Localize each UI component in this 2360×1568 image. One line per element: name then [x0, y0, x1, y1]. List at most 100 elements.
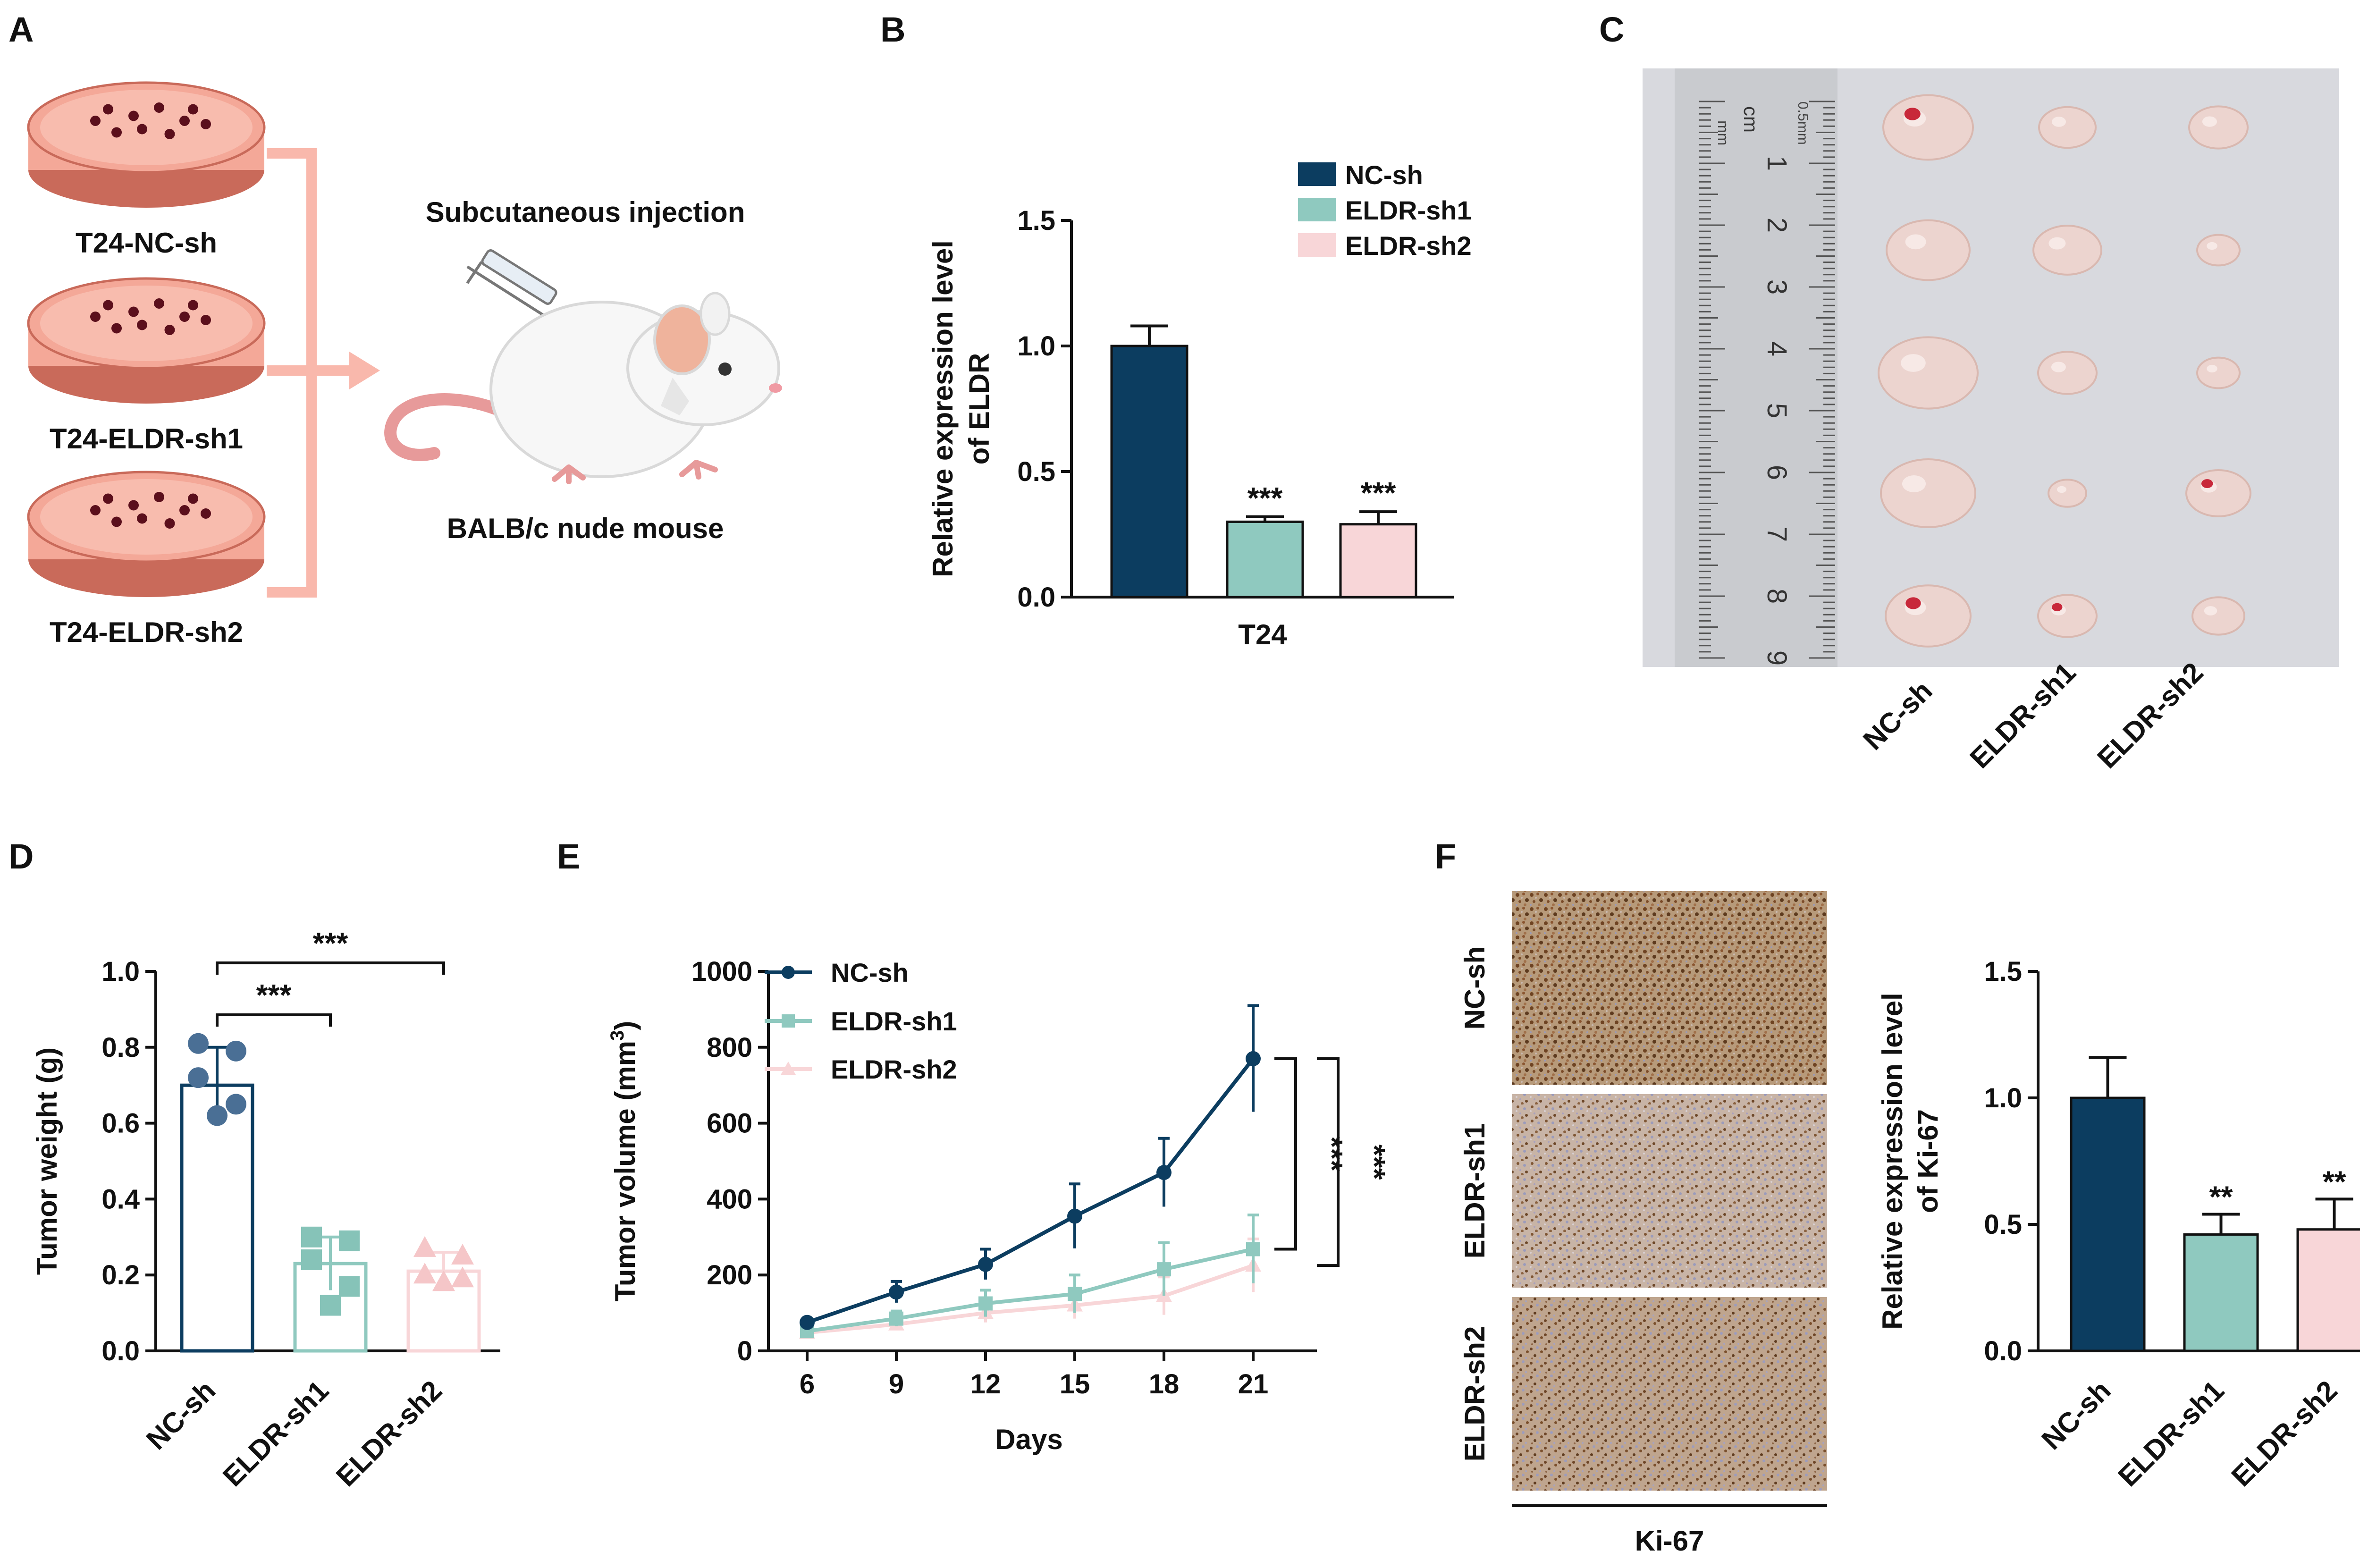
- tumor-sample: [2185, 469, 2251, 517]
- data-point: [301, 1226, 322, 1248]
- y-axis-label: Tumor volume (mm3): [607, 1021, 641, 1302]
- data-point: [1246, 1051, 1261, 1066]
- tumor-body: [2196, 356, 2241, 389]
- legend-marker: [782, 1014, 795, 1028]
- x-tick-label: 9: [889, 1369, 904, 1399]
- tumor-column-label-eldr-sh2: ELDR-sh2: [2091, 656, 2209, 774]
- tumor-sample: [2196, 356, 2241, 389]
- cell-colony-dot: [188, 300, 198, 311]
- arrow-head-icon: [349, 352, 380, 389]
- tumor-body: [1885, 584, 1972, 648]
- x-axis-label: T24: [1238, 619, 1287, 650]
- ruler-number: 1: [1762, 156, 1792, 171]
- tumor-sample: [2037, 594, 2098, 638]
- data-point: [451, 1266, 474, 1288]
- cell-colony-dot: [90, 116, 101, 126]
- comparison-bracket: [1317, 1057, 1340, 1267]
- significance-label: ***: [1361, 476, 1396, 510]
- dish-label: T24-ELDR-sh2: [50, 616, 243, 648]
- cell-colony-dot: [137, 320, 147, 330]
- panel-label-e: E: [557, 837, 580, 876]
- cell-colony-dot: [90, 505, 101, 515]
- comparison-bracket: [1274, 1057, 1297, 1251]
- nude-mouse-icon: [384, 292, 782, 484]
- panel-b: B 0.0 0.5 1.0 1.5 *** *** T24 Relative expressi…: [880, 10, 1472, 650]
- chart-e: 0 200 400 600 800 1000 6 9 12 15 18 21 NC-sh ELDR-sh1…: [607, 956, 1391, 1455]
- petri-dish-t24-eldr-sh1: T24-ELDR-sh1: [27, 277, 266, 455]
- data-point: [1157, 1262, 1171, 1277]
- panel-label-f: F: [1435, 837, 1456, 876]
- x-tick-label: ELDR-sh2: [330, 1374, 448, 1492]
- tumor-body: [2038, 106, 2097, 149]
- tumor-blood-spot: [1904, 108, 1921, 120]
- legend-label-eldr-sh1: ELDR-sh1: [1345, 195, 1472, 225]
- panel-label-c: C: [1599, 10, 1624, 49]
- y-tick-label: 200: [707, 1260, 752, 1290]
- ruler-right-tag: 0.5mm: [1795, 101, 1811, 145]
- data-point: [226, 1094, 246, 1115]
- tumor-body: [1886, 219, 1971, 281]
- tumor-sample: [1880, 458, 1976, 528]
- cell-colony-dot: [154, 492, 164, 502]
- tumor-sample: [2188, 105, 2249, 150]
- ruler-number: 6: [1762, 465, 1792, 480]
- legend-label-eldr-sh1: ELDR-sh1: [831, 1006, 957, 1036]
- cell-colony-dot: [128, 306, 139, 317]
- legend-swatch-eldr-sh1: [1298, 198, 1336, 221]
- y-axis-label: Tumor weight (g): [31, 1047, 63, 1275]
- data-point: [1246, 1242, 1260, 1256]
- tumor-blood-spot: [1905, 597, 1921, 609]
- x-tick-label: ELDR-sh1: [2112, 1374, 2230, 1492]
- tumor-body: [1878, 336, 1979, 410]
- y-tick-label: 1.0: [1017, 331, 1055, 362]
- tumor-highlight: [1902, 475, 1926, 492]
- bar-eldr-sh2: [1339, 523, 1417, 599]
- y-tick-label: 0.2: [101, 1260, 140, 1290]
- significance-label: ***: [1357, 1145, 1391, 1180]
- x-tick-label: 21: [1238, 1369, 1269, 1399]
- tumor-body: [2191, 596, 2245, 636]
- x-tick-label: 6: [800, 1369, 815, 1399]
- ihc-image-eldr-sh2: [1512, 1297, 1827, 1491]
- x-tick-label: 12: [970, 1369, 1001, 1399]
- tumor-sample: [2037, 351, 2098, 395]
- tumor-highlight: [2052, 117, 2066, 127]
- tumor-sample: [1885, 584, 1972, 648]
- cell-colony-dot: [90, 312, 101, 322]
- y-tick-label: 0.5: [1017, 456, 1055, 487]
- x-tick-label: ELDR-sh1: [217, 1374, 335, 1492]
- cell-colony-dot: [188, 104, 198, 115]
- data-point: [188, 1067, 209, 1088]
- ihc-image-nc-sh: [1512, 891, 1827, 1085]
- data-point: [432, 1270, 455, 1291]
- cell-colony-dot: [137, 124, 147, 135]
- ruler: 1 2 3 4 5 6 7 8 9 mm cm 0.5mm: [1675, 68, 1837, 667]
- panel-d: D 0.0 0.2 0.4 0.6 0.8 1.0 NC-shELDR-sh1ELDR-sh…: [8, 837, 500, 1492]
- tumor-highlight: [2202, 116, 2217, 127]
- legend-marker: [781, 1062, 796, 1075]
- y-tick-label: 1.0: [101, 956, 140, 987]
- dish-label: T24-NC-sh: [76, 227, 217, 259]
- cell-colony-dot: [179, 116, 190, 126]
- cell-colony-dot: [128, 110, 139, 121]
- cell-colony-dot: [201, 119, 211, 129]
- y-tick-label: 0: [737, 1336, 752, 1366]
- series-nc-sh: [800, 1004, 1261, 1330]
- ruler-unit-label: cm: [1740, 106, 1762, 133]
- tumor-sample: [2048, 479, 2087, 508]
- significance-label: ***: [256, 978, 292, 1012]
- y-axis-label-line1: Relative expression level: [1877, 993, 1908, 1330]
- ruler-number: 8: [1762, 589, 1792, 604]
- data-point: [413, 1236, 436, 1257]
- tumor-body: [2048, 479, 2087, 508]
- ruler-left-tag: mm: [1715, 120, 1732, 145]
- x-tick-label: 15: [1060, 1369, 1090, 1399]
- cell-colony-dot: [201, 315, 211, 325]
- comparison-bracket: [216, 961, 445, 975]
- cell-colony-dot: [137, 513, 147, 524]
- cell-colony-dot: [103, 104, 113, 115]
- data-point: [413, 1263, 436, 1284]
- y-tick-label: 1.5: [1984, 956, 2022, 987]
